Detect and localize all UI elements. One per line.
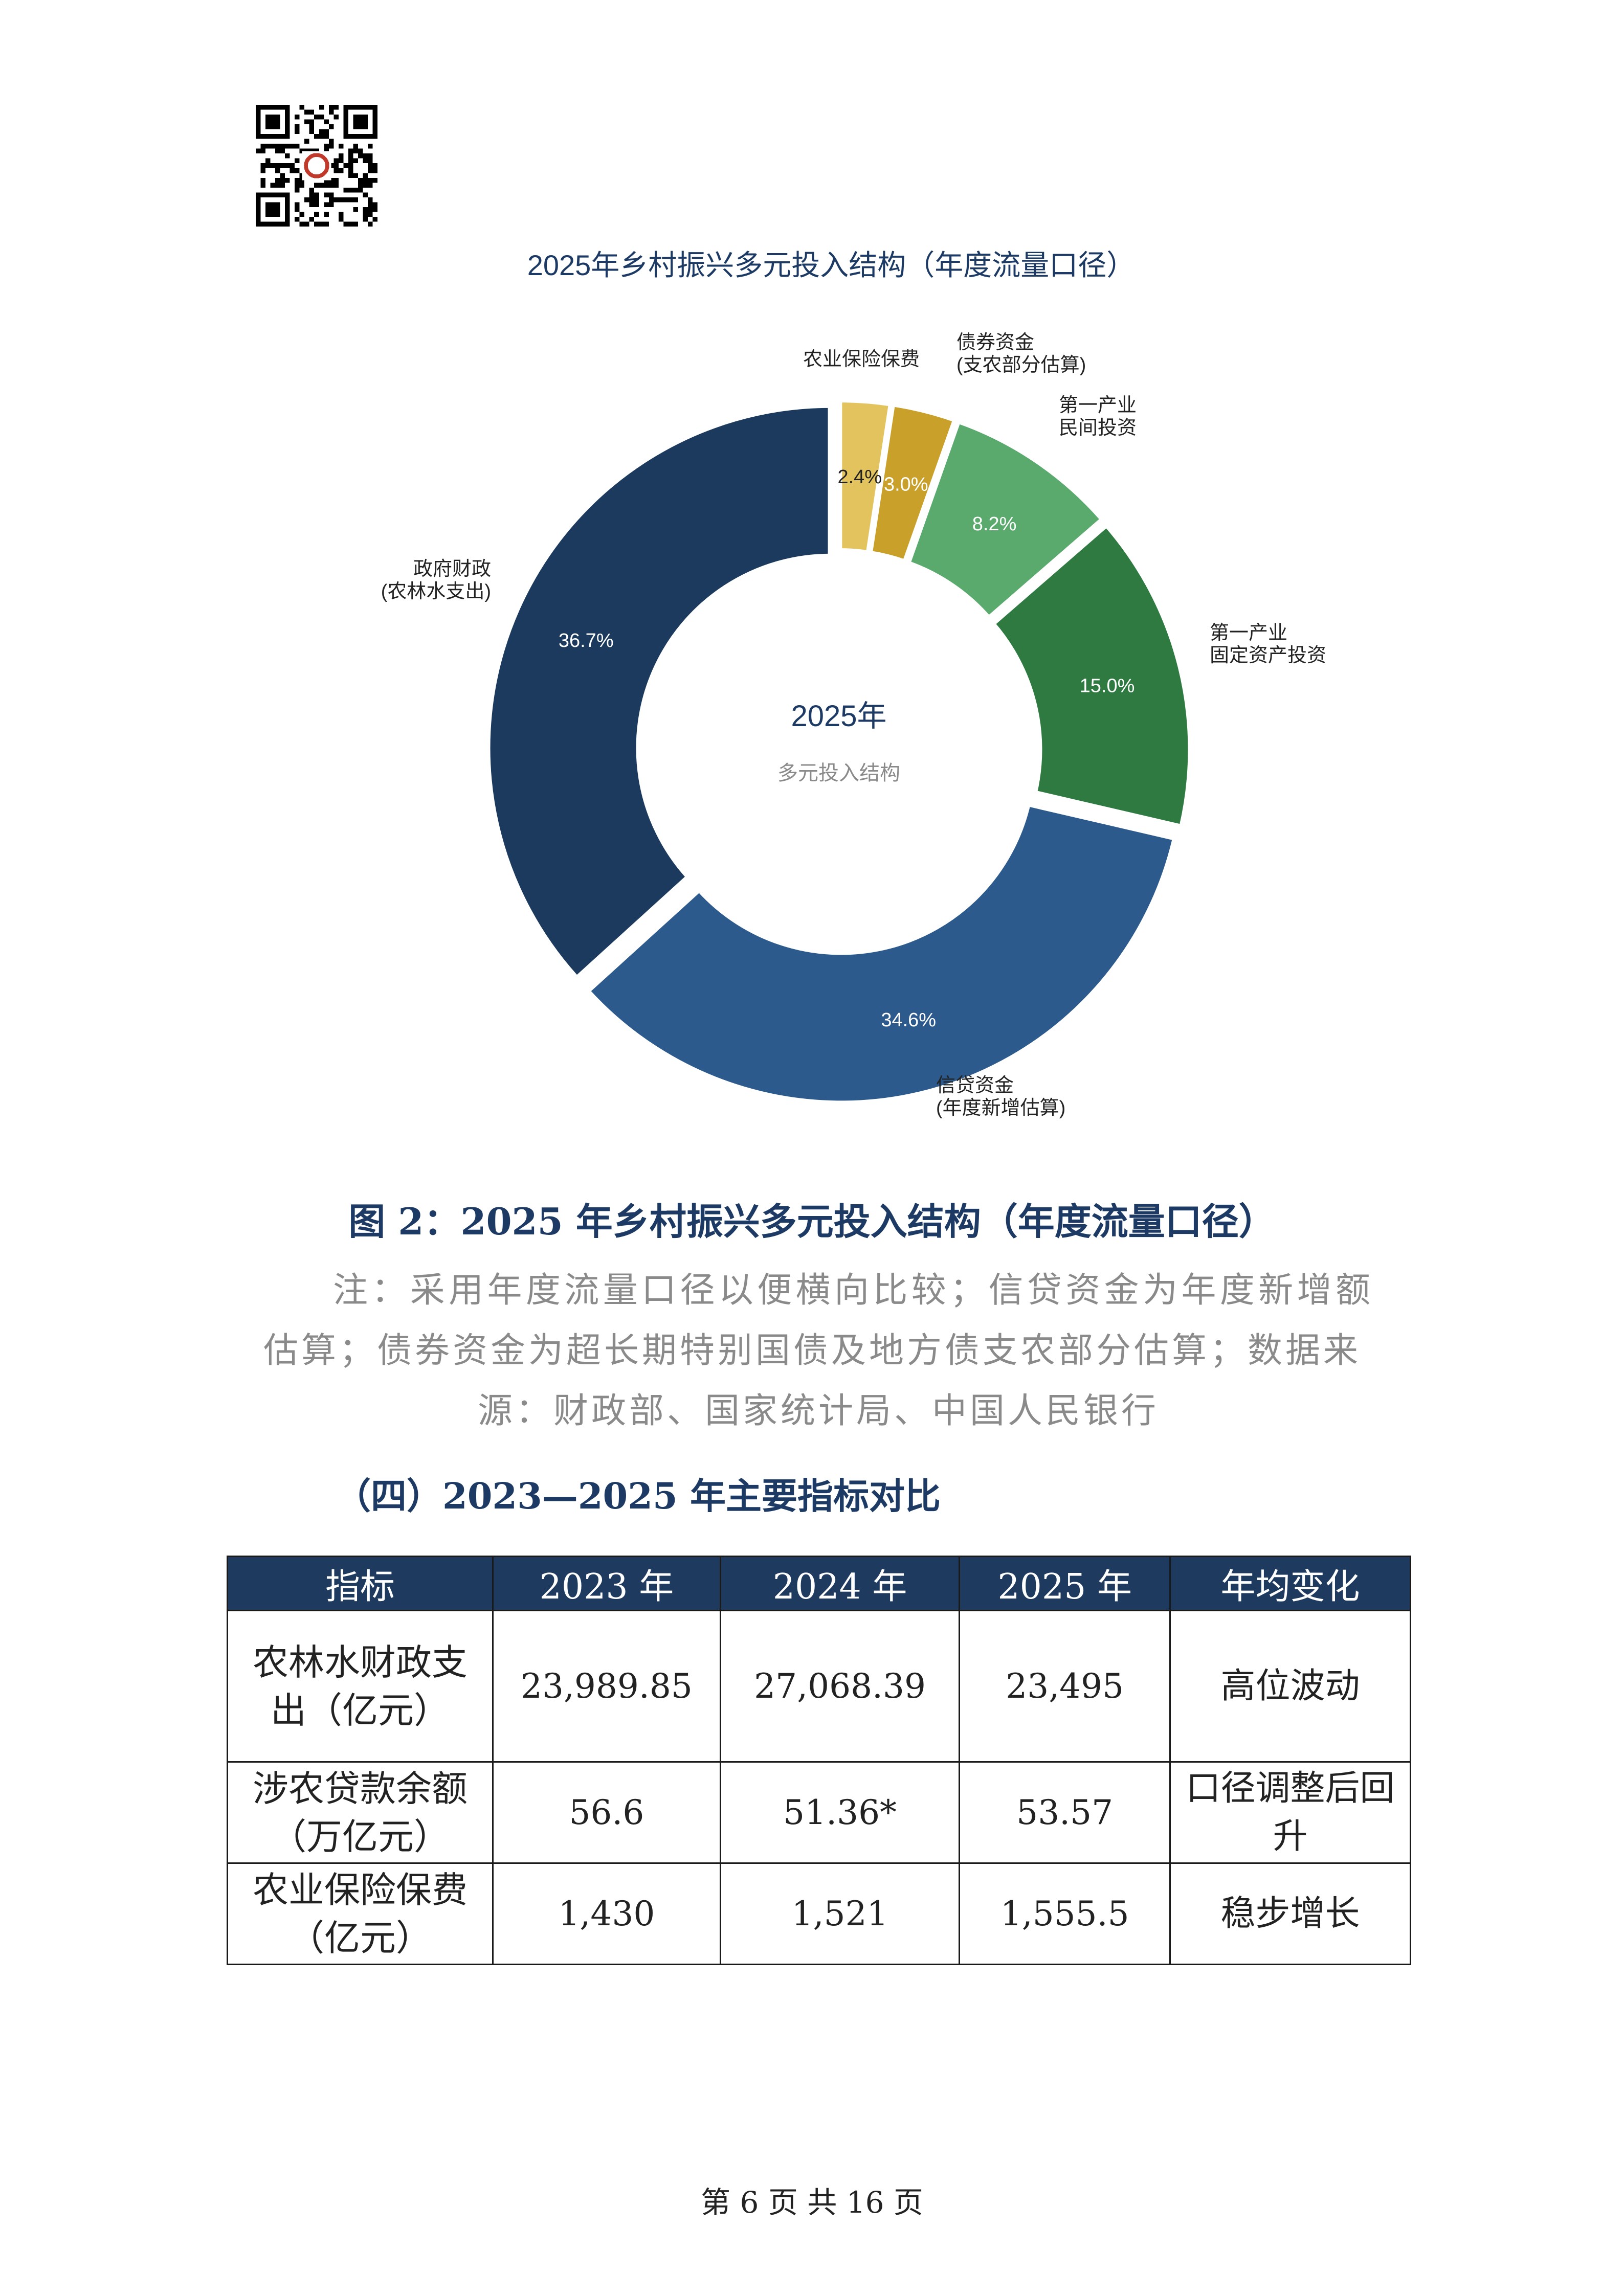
donut-slice: [904, 418, 1106, 622]
slice-category-label: 农业保险保费: [803, 349, 920, 370]
header-2024: 2024 年: [719, 1556, 961, 1611]
table-row: 涉农贷款余额（万亿元） 56.6 51.36* 53.57 口径调整后回升: [226, 1761, 1412, 1864]
figure-caption: 图 2：2025 年乡村振兴多元投入结构（年度流量口径）: [348, 1200, 1276, 1243]
slice-percent-label: 8.2%: [972, 513, 1017, 535]
row-change: 口径调整后回升: [1169, 1761, 1412, 1864]
row-2023: 23,989.85: [492, 1610, 721, 1763]
row-2025: 53.57: [959, 1761, 1171, 1864]
row-indicator: 农业保险保费（亿元）: [226, 1862, 494, 1965]
slice-category-label: 第一产业固定资产投资: [1210, 622, 1326, 666]
slice-category-label: 债券资金(支农部分估算): [956, 332, 1086, 376]
slice-percent-label: 36.7%: [559, 630, 614, 651]
donut-chart: 2025年乡村振兴多元投入结构（年度流量口径） 2.4% 3.0% 8.2% 15.0…: [0, 235, 1624, 1156]
donut-slice: [584, 801, 1178, 1106]
row-change: 高位波动: [1169, 1610, 1412, 1763]
indicator-table: 指标 2023 年 2024 年 2025 年 年均变化 农林水财政支出（亿元）…: [226, 1556, 1412, 1965]
chart-note: 注：采用年度流量口径以便横向比较；信贷资金为年度新增额估算；债券资金为超长期特别…: [263, 1260, 1373, 1442]
chart-title: 2025年乡村振兴多元投入结构（年度流量口径）: [527, 249, 1136, 281]
row-2023: 1,430: [492, 1862, 721, 1965]
slice-percent-label: 3.0%: [884, 474, 928, 496]
row-indicator: 农林水财政支出（亿元）: [226, 1610, 494, 1763]
table-row: 农林水财政支出（亿元） 23,989.85 27,068.39 23,495 高…: [226, 1610, 1412, 1763]
page-footer: 第 6 页 共 16 页: [701, 2185, 923, 2220]
row-2025: 1,555.5: [959, 1862, 1171, 1965]
row-2025: 23,495: [959, 1610, 1171, 1763]
slice-percent-label: 2.4%: [837, 466, 882, 488]
section-title: （四）2023—2025 年主要指标对比: [335, 1475, 941, 1517]
row-change: 稳步增长: [1169, 1862, 1412, 1965]
header-2025: 2025 年: [959, 1556, 1171, 1611]
qr-code: [256, 105, 377, 227]
slice-category-label: 政府财政(农林水支出): [381, 558, 491, 602]
donut-slice: [485, 402, 833, 982]
slice-percent-label: 15.0%: [1080, 676, 1135, 697]
table-row: 农业保险保费（亿元） 1,430 1,521 1,555.5 稳步增长: [226, 1862, 1412, 1965]
table-header-row: 指标 2023 年 2024 年 2025 年 年均变化: [226, 1556, 1412, 1611]
slice-category-label: 信贷资金(年度新增估算): [936, 1075, 1065, 1119]
donut-slice: [989, 521, 1193, 830]
row-2024: 27,068.39: [719, 1610, 961, 1763]
header-2023: 2023 年: [492, 1556, 721, 1611]
chart-center-subtitle: 多元投入结构: [777, 762, 900, 784]
row-2024: 1,521: [719, 1862, 961, 1965]
slice-percent-label: 34.6%: [881, 1009, 936, 1031]
note-last: 源：财政部、国家统计局、中国人民银行: [477, 1391, 1159, 1431]
row-2023: 56.6: [492, 1761, 721, 1864]
row-2024: 51.36*: [719, 1761, 961, 1864]
header-change: 年均变化: [1169, 1556, 1412, 1611]
header-indicator: 指标: [226, 1556, 494, 1611]
note-main: 注：采用年度流量口径以便横向比较；信贷资金为年度新增额估算；债券资金为超长期特别…: [263, 1270, 1373, 1371]
slice-category-label: 第一产业民间投资: [1059, 395, 1137, 439]
donut-slice: [867, 401, 959, 566]
row-indicator: 涉农贷款余额（万亿元）: [226, 1761, 494, 1864]
chart-center-title: 2025年: [791, 700, 886, 733]
